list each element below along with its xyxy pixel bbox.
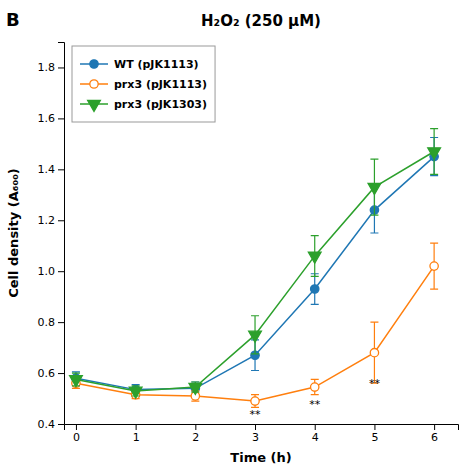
tick-mark <box>58 322 64 323</box>
tick-label: 2 <box>192 431 199 444</box>
tick-mark <box>374 424 375 430</box>
tick-label: 3 <box>252 431 259 444</box>
tick: 1.6 <box>38 112 65 125</box>
tick: 0.6 <box>38 367 65 380</box>
panel-label: B <box>6 9 20 30</box>
tick-mark <box>315 424 316 430</box>
tick-mark <box>58 271 64 272</box>
tick-mark <box>58 169 64 170</box>
tick-label: 5 <box>371 431 378 444</box>
line <box>76 152 434 391</box>
tick-mark <box>58 424 64 425</box>
tick-label: 1.2 <box>38 214 56 227</box>
plot-area <box>70 129 441 408</box>
line <box>76 157 434 390</box>
y-axis: 0.4 0.6 0.8 1.0 1.2 1.4 1.6 1.8 <box>38 43 65 432</box>
error-bar <box>311 274 319 305</box>
marker <box>311 285 319 293</box>
error-bar <box>430 243 438 289</box>
y-axis-title: Cell density (A₆₀₀) <box>6 168 21 298</box>
error-bar <box>370 322 378 383</box>
annotations: ** ** ** <box>250 377 381 421</box>
tick: 0.8 <box>38 316 65 329</box>
series <box>72 243 439 407</box>
axis-line <box>58 43 65 425</box>
marker <box>249 331 262 342</box>
tick-label: 0.8 <box>38 316 56 329</box>
tick-label: 1.4 <box>38 163 56 176</box>
tick-label: 1 <box>133 431 140 444</box>
chart: 0 1 2 3 4 5 6 0.4 0.6 0.8 1.0 1.2 1.4 1.6 1.8 ** ** ** H₂O… <box>0 0 474 474</box>
annotation: ** <box>250 408 262 421</box>
tick: 5 <box>371 424 378 444</box>
tick-mark <box>58 67 64 68</box>
tick-label: 1.0 <box>38 265 56 278</box>
series <box>72 138 439 395</box>
tick-label: 0 <box>73 431 80 444</box>
tick-mark <box>58 373 64 374</box>
annotation: ** <box>309 398 321 411</box>
x-axis: 0 1 2 3 4 5 6 <box>65 424 459 444</box>
title: H₂O₂ (250 μM) <box>201 12 321 30</box>
tick-label: 4 <box>312 431 319 444</box>
marker <box>370 349 378 357</box>
tick: 1.0 <box>38 265 65 278</box>
marker <box>70 376 83 387</box>
legend-marker <box>90 60 98 68</box>
tick-mark <box>76 424 77 430</box>
tick: 2 <box>192 424 199 444</box>
marker <box>311 383 319 391</box>
legend: WT (pJK1113) prx3 (pJK1113) prx3 (pJK1303) <box>72 46 215 122</box>
annotation: ** <box>369 377 381 390</box>
tick: 3 <box>252 424 259 444</box>
x-axis-title: Time (h) <box>230 450 291 465</box>
tick-label: 0.6 <box>38 367 56 380</box>
marker <box>428 148 441 159</box>
tick-mark <box>136 424 137 430</box>
tick: 1 <box>133 424 140 444</box>
marker <box>308 252 321 263</box>
legend-label: WT (pJK1113) <box>114 58 199 71</box>
legend-marker <box>90 80 98 88</box>
series <box>70 129 441 399</box>
error-bar <box>311 379 319 394</box>
tick-label: 1.8 <box>38 61 56 74</box>
tick: 4 <box>312 424 319 444</box>
marker <box>368 183 381 194</box>
tick: 6 <box>431 424 438 444</box>
line <box>76 266 434 401</box>
tick-label: 1.6 <box>38 112 56 125</box>
tick-mark <box>434 424 435 430</box>
tick: 1.4 <box>38 163 65 176</box>
legend-label: prx3 (pJK1303) <box>114 98 207 111</box>
marker <box>251 397 259 405</box>
tick-mark <box>58 118 64 119</box>
marker <box>430 262 438 270</box>
tick: 0.4 <box>38 418 65 431</box>
tick: 1.8 <box>38 61 65 74</box>
marker <box>129 387 142 398</box>
tick-label: 0.4 <box>38 418 56 431</box>
axis-line <box>65 425 459 431</box>
error-bar <box>251 395 259 408</box>
tick-mark <box>255 424 256 430</box>
legend-label: prx3 (pJK1113) <box>114 78 207 91</box>
tick: 0 <box>73 424 80 444</box>
marker <box>189 383 202 394</box>
tick: 1.2 <box>38 214 65 227</box>
legend-marker <box>88 100 101 111</box>
tick-label: 6 <box>431 431 438 444</box>
tick-mark <box>58 220 64 221</box>
legend-frame <box>72 46 215 122</box>
tick-mark <box>195 424 196 430</box>
